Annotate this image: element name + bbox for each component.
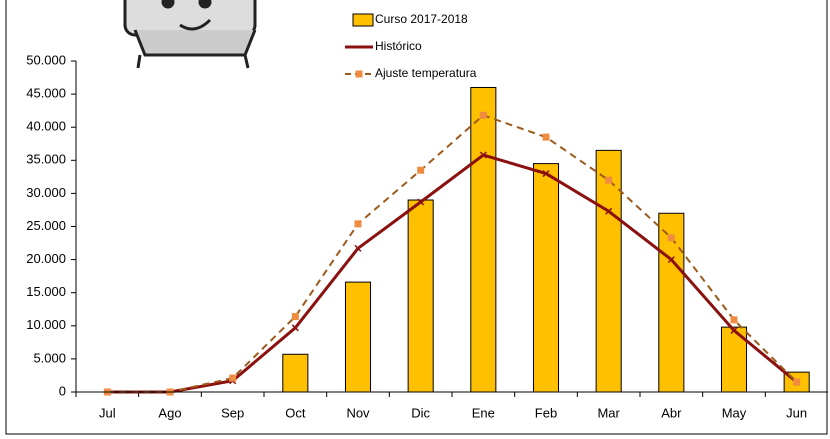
x-tick-label: Oct bbox=[285, 405, 306, 420]
y-tick-label: 30.000 bbox=[26, 185, 66, 200]
bar bbox=[407, 199, 434, 393]
legend-label: Histórico bbox=[375, 39, 422, 53]
bar bbox=[282, 353, 309, 393]
x-tick-label: Ene bbox=[472, 405, 495, 420]
y-tick-label: 15.000 bbox=[26, 284, 66, 299]
marker bbox=[605, 207, 613, 215]
bar bbox=[344, 281, 372, 393]
bar bbox=[658, 212, 685, 393]
marker bbox=[667, 256, 675, 264]
y-tick-label: 40.000 bbox=[26, 119, 66, 134]
x-tick-label: Jul bbox=[99, 405, 116, 420]
x-tick-label: Sep bbox=[221, 405, 244, 420]
y-tick-label: 20.000 bbox=[26, 251, 66, 266]
marker bbox=[417, 198, 425, 206]
legend-label: Curso 2017-2018 bbox=[375, 12, 468, 26]
marker bbox=[291, 324, 299, 332]
bar bbox=[470, 86, 497, 393]
y-tick-label: 45.000 bbox=[26, 86, 66, 101]
y-tick-label: 25.000 bbox=[26, 218, 66, 233]
marker bbox=[542, 133, 550, 141]
marker bbox=[605, 176, 613, 184]
x-tick-label: Ago bbox=[158, 405, 181, 420]
marker bbox=[667, 234, 675, 242]
marker bbox=[730, 316, 738, 324]
mascot bbox=[123, 0, 257, 69]
marker bbox=[730, 326, 738, 334]
legend-swatch bbox=[352, 13, 374, 27]
chart-frame bbox=[5, 0, 828, 435]
marker bbox=[229, 374, 237, 382]
x-tick-label: Nov bbox=[346, 405, 370, 420]
x-tick-label: Feb bbox=[535, 405, 557, 420]
marker bbox=[417, 166, 425, 174]
y-tick-label: 50.000 bbox=[26, 52, 66, 67]
legend: Curso 2017-2018 Histórico Ajuste temperatu… bbox=[345, 12, 477, 80]
bar bbox=[532, 163, 560, 393]
legend-marker bbox=[355, 70, 363, 78]
y-tick-label: 5.000 bbox=[33, 350, 66, 365]
bar bbox=[595, 149, 622, 393]
y-tick-label: 35.000 bbox=[26, 152, 66, 167]
marker bbox=[291, 313, 299, 321]
y-tick-label: 0 bbox=[59, 383, 66, 398]
x-tick-label: Mar bbox=[597, 405, 620, 420]
legend-label: Ajuste temperatura bbox=[375, 66, 477, 80]
x-tick-label: Abr bbox=[661, 405, 682, 420]
x-tick-label: May bbox=[722, 405, 747, 420]
y-tick-label: 10.000 bbox=[26, 317, 66, 332]
x-tick-label: Jun bbox=[786, 405, 807, 420]
marker bbox=[479, 151, 487, 159]
marker bbox=[793, 378, 801, 386]
marker bbox=[354, 220, 362, 228]
line bbox=[107, 114, 798, 393]
x-tick-label: Dic bbox=[411, 405, 430, 420]
marker bbox=[479, 111, 487, 119]
line bbox=[107, 153, 798, 394]
marker bbox=[354, 244, 362, 252]
marker bbox=[542, 170, 550, 178]
